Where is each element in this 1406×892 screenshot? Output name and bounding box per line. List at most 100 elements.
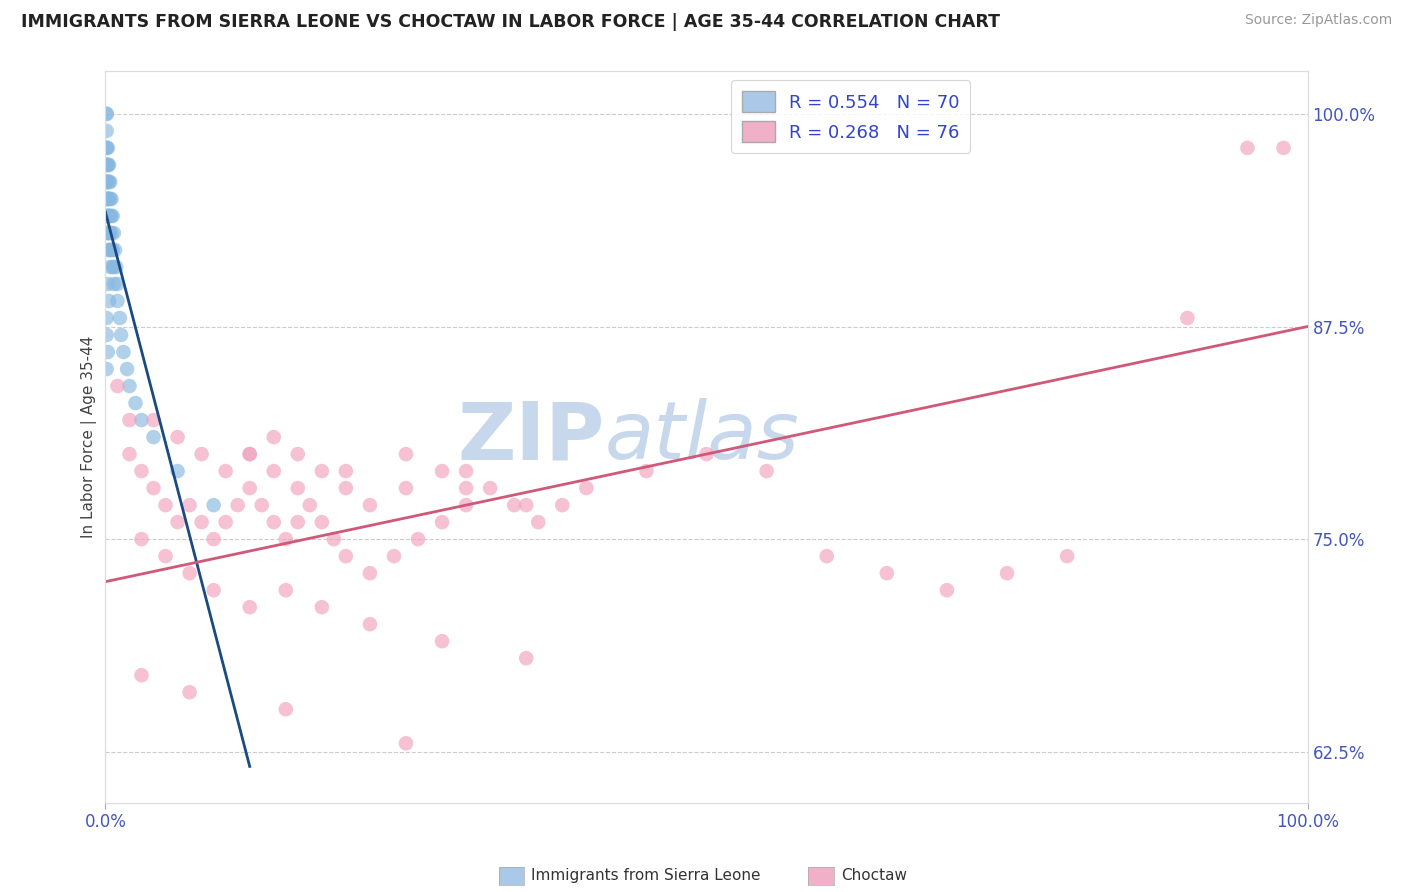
Point [1236,141,1258,155]
Point [97,226,120,240]
Point [1056,549,1078,563]
Point [97,277,120,291]
Point [101,243,124,257]
Point [118,447,141,461]
Point [430,634,453,648]
Point [287,481,309,495]
Point [755,464,778,478]
Point [96,311,118,326]
Point [214,464,236,478]
Point [696,447,718,461]
Point [96,141,118,155]
Point [97,175,120,189]
Point [239,447,262,461]
Point [100,243,122,257]
Point [97,192,120,206]
Point [96,158,118,172]
Point [179,566,201,581]
Text: ZIP: ZIP [457,398,605,476]
Point [98,209,121,223]
Point [876,566,898,581]
Y-axis label: In Labor Force | Age 35-44: In Labor Force | Age 35-44 [82,336,97,538]
Point [107,293,129,308]
Point [575,481,598,495]
Point [359,566,381,581]
Point [454,464,477,478]
Point [226,498,249,512]
Point [454,498,477,512]
Point [142,481,165,495]
Point [515,498,537,512]
Point [155,549,177,563]
Point [551,498,574,512]
Point [166,464,188,478]
Point [936,583,959,598]
Point [96,328,118,343]
Point [239,481,262,495]
Point [527,515,550,529]
Point [406,532,429,546]
Legend: R = 0.554   N = 70, R = 0.268   N = 76: R = 0.554 N = 70, R = 0.268 N = 76 [731,80,970,153]
Point [101,209,124,223]
Point [274,532,297,546]
Point [97,192,120,206]
Point [322,532,344,546]
Text: Choctaw: Choctaw [841,869,907,883]
Point [179,685,201,699]
Point [98,226,121,240]
Point [124,396,146,410]
Point [214,515,236,529]
Point [131,532,153,546]
Point [96,175,118,189]
Point [239,447,262,461]
Point [98,293,121,308]
Point [382,549,405,563]
Point [430,464,453,478]
Point [98,226,121,240]
Point [97,158,120,172]
Point [311,600,333,615]
Point [311,515,333,529]
Point [250,498,273,512]
Point [311,464,333,478]
Point [298,498,321,512]
Point [107,379,129,393]
Point [274,583,297,598]
Point [96,192,118,206]
Point [98,175,121,189]
Point [142,430,165,444]
Point [190,447,212,461]
Point [479,481,502,495]
Point [97,209,120,223]
Point [202,583,225,598]
Point [103,226,125,240]
Point [108,311,131,326]
Point [166,430,188,444]
Point [97,175,120,189]
Text: Immigrants from Sierra Leone: Immigrants from Sierra Leone [531,869,761,883]
Point [335,464,357,478]
Point [430,515,453,529]
Point [335,481,357,495]
Point [103,277,125,291]
Point [112,345,135,359]
Point [815,549,838,563]
Point [96,175,118,189]
Point [274,702,297,716]
Point [98,243,121,257]
Point [190,515,212,529]
Point [166,515,188,529]
Point [96,362,118,376]
Point [359,617,381,632]
Point [115,362,138,376]
Point [97,158,120,172]
Point [96,192,118,206]
Point [98,226,121,240]
Point [287,447,309,461]
Point [97,141,120,155]
Point [263,464,285,478]
Point [263,515,285,529]
Point [97,192,120,206]
Point [107,277,129,291]
Point [995,566,1018,581]
